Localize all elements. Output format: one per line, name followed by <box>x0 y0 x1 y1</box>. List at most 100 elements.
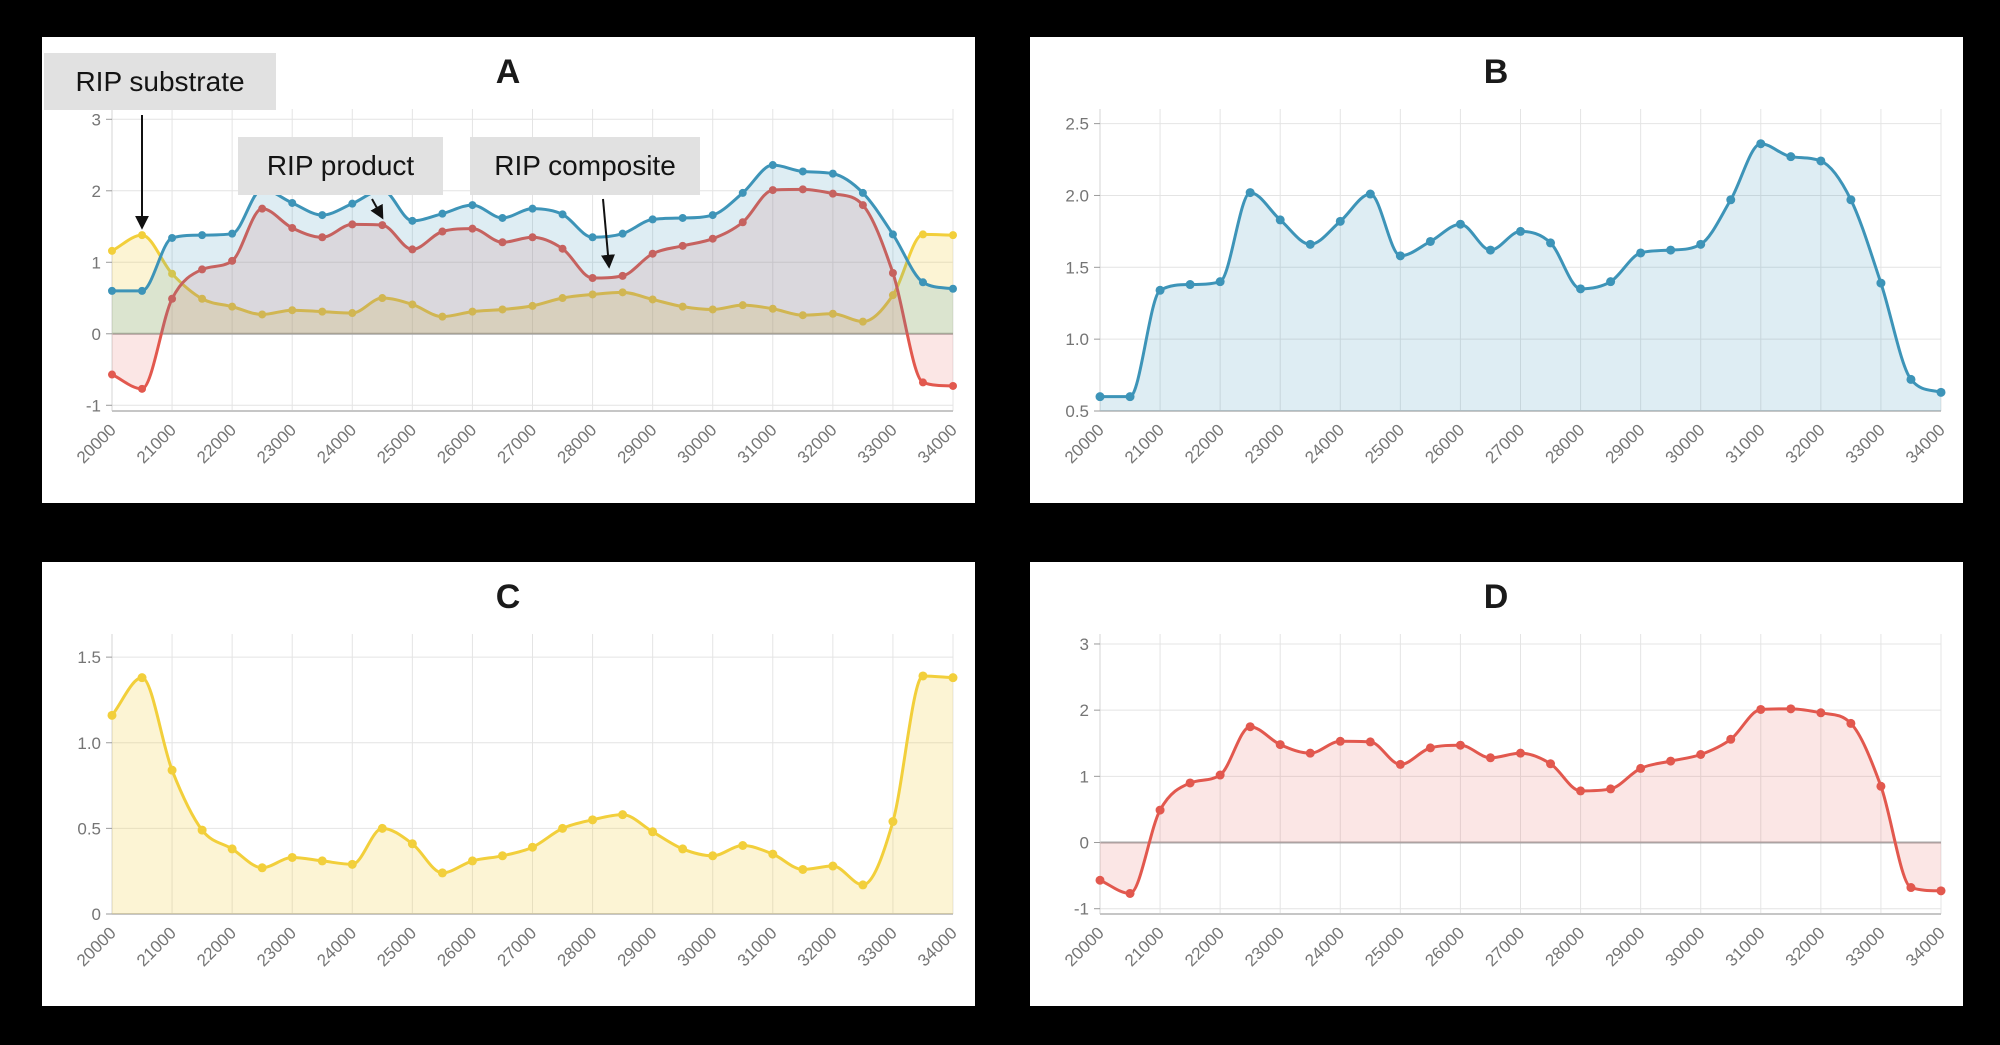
data-point <box>468 307 477 316</box>
data-point <box>1636 248 1646 258</box>
data-point <box>1365 189 1375 199</box>
data-point <box>167 765 177 775</box>
data-point <box>107 710 117 720</box>
data-point <box>918 378 927 387</box>
data-point <box>648 827 658 837</box>
data-point <box>1485 753 1495 763</box>
x-tick-label: 33000 <box>854 420 901 467</box>
x-tick-label: 22000 <box>1181 923 1228 970</box>
data-point <box>918 278 927 287</box>
data-point <box>168 269 177 278</box>
data-point <box>198 265 207 274</box>
data-point <box>258 310 267 319</box>
data-point <box>918 230 927 239</box>
x-tick-label: 25000 <box>373 923 420 970</box>
y-tick-label: 0.5 <box>77 819 101 838</box>
x-tick-label: 31000 <box>1722 420 1769 467</box>
chart-d: 3 2 1 0 -1 20000 21000 22000 23000 24000 25000 2600… <box>1061 634 1949 970</box>
panel-a: A 3 2 1 0 -1 20000 21000 22000 23000 24000 25000 26… <box>42 37 975 503</box>
data-point <box>1485 245 1495 255</box>
x-tick-label: 25000 <box>373 420 420 467</box>
data-point <box>1816 708 1826 718</box>
panel-a-title: A <box>495 53 522 91</box>
data-point <box>1395 759 1405 769</box>
data-point <box>498 238 507 247</box>
data-point <box>588 274 597 283</box>
series-rip-substrate <box>107 671 958 914</box>
data-point <box>558 210 567 219</box>
y-tick-label: 1.0 <box>77 734 101 753</box>
data-point <box>798 167 807 176</box>
y-tick-label: 1 <box>92 253 101 272</box>
x-tick-label: 21000 <box>1121 923 1168 970</box>
data-point <box>1756 139 1766 149</box>
data-point <box>138 286 147 295</box>
annotation-arrow <box>601 198 615 269</box>
data-point <box>408 245 417 254</box>
data-point <box>1786 704 1796 714</box>
x-tick-label: 21000 <box>1121 420 1168 467</box>
panel-b: B 2.5 2.0 1.5 1.0 0.5 20000 21000 22000 23000 240… <box>1030 37 1963 503</box>
data-point <box>768 304 777 313</box>
data-point <box>798 311 807 320</box>
x-tick-label: 20000 <box>1061 923 1108 970</box>
data-point <box>1125 392 1135 402</box>
data-point <box>1846 195 1856 205</box>
data-point <box>1546 238 1556 248</box>
x-tick-label: 33000 <box>1842 923 1889 970</box>
x-tick-label: 24000 <box>1301 923 1348 970</box>
data-point <box>738 188 747 197</box>
data-point <box>558 244 567 253</box>
data-point <box>438 227 447 236</box>
data-point <box>1155 285 1165 295</box>
data-point <box>1906 374 1916 384</box>
x-tick-label: 28000 <box>554 923 601 970</box>
series-rip-composite <box>1095 139 1946 411</box>
x-tick-label: 26000 <box>433 923 480 970</box>
data-point <box>228 256 237 265</box>
data-point <box>1516 748 1525 758</box>
data-point <box>1425 743 1435 753</box>
data-point <box>948 673 958 683</box>
data-point <box>228 302 237 311</box>
panel-d-title: D <box>1483 578 1510 616</box>
annotation-arrow <box>370 198 384 220</box>
data-point <box>678 241 687 250</box>
data-point <box>438 209 447 218</box>
data-point <box>528 233 537 242</box>
data-point <box>1125 888 1135 898</box>
x-tick-label: 23000 <box>1241 923 1288 970</box>
data-point <box>588 290 597 299</box>
data-point <box>1185 280 1195 290</box>
data-point <box>1876 278 1886 288</box>
data-point <box>798 185 807 194</box>
data-point <box>228 229 237 238</box>
data-point <box>1726 734 1736 744</box>
y-tick-label: 3 <box>1080 635 1089 654</box>
x-tick-label: 27000 <box>493 923 540 970</box>
data-point <box>288 306 297 315</box>
x-tick-label: 20000 <box>73 420 120 467</box>
y-tick-label: -1 <box>86 396 101 415</box>
data-point <box>618 810 628 820</box>
data-point <box>678 302 687 311</box>
annotation-rip-substrate: RIP substrate <box>44 53 276 110</box>
data-point <box>108 370 116 379</box>
x-tick-label: 27000 <box>1481 420 1528 467</box>
data-point <box>197 825 207 835</box>
data-point <box>1095 875 1105 885</box>
x-tick-label: 26000 <box>1421 923 1468 970</box>
data-point <box>348 309 357 318</box>
data-point <box>949 284 957 293</box>
data-point <box>1576 284 1586 294</box>
data-point <box>618 288 627 297</box>
x-tick-label: 32000 <box>1782 923 1829 970</box>
data-point <box>828 169 837 178</box>
data-point <box>1395 251 1405 261</box>
data-point <box>1846 718 1856 728</box>
data-point <box>858 880 868 890</box>
data-point <box>1666 756 1676 766</box>
data-point <box>888 230 897 239</box>
